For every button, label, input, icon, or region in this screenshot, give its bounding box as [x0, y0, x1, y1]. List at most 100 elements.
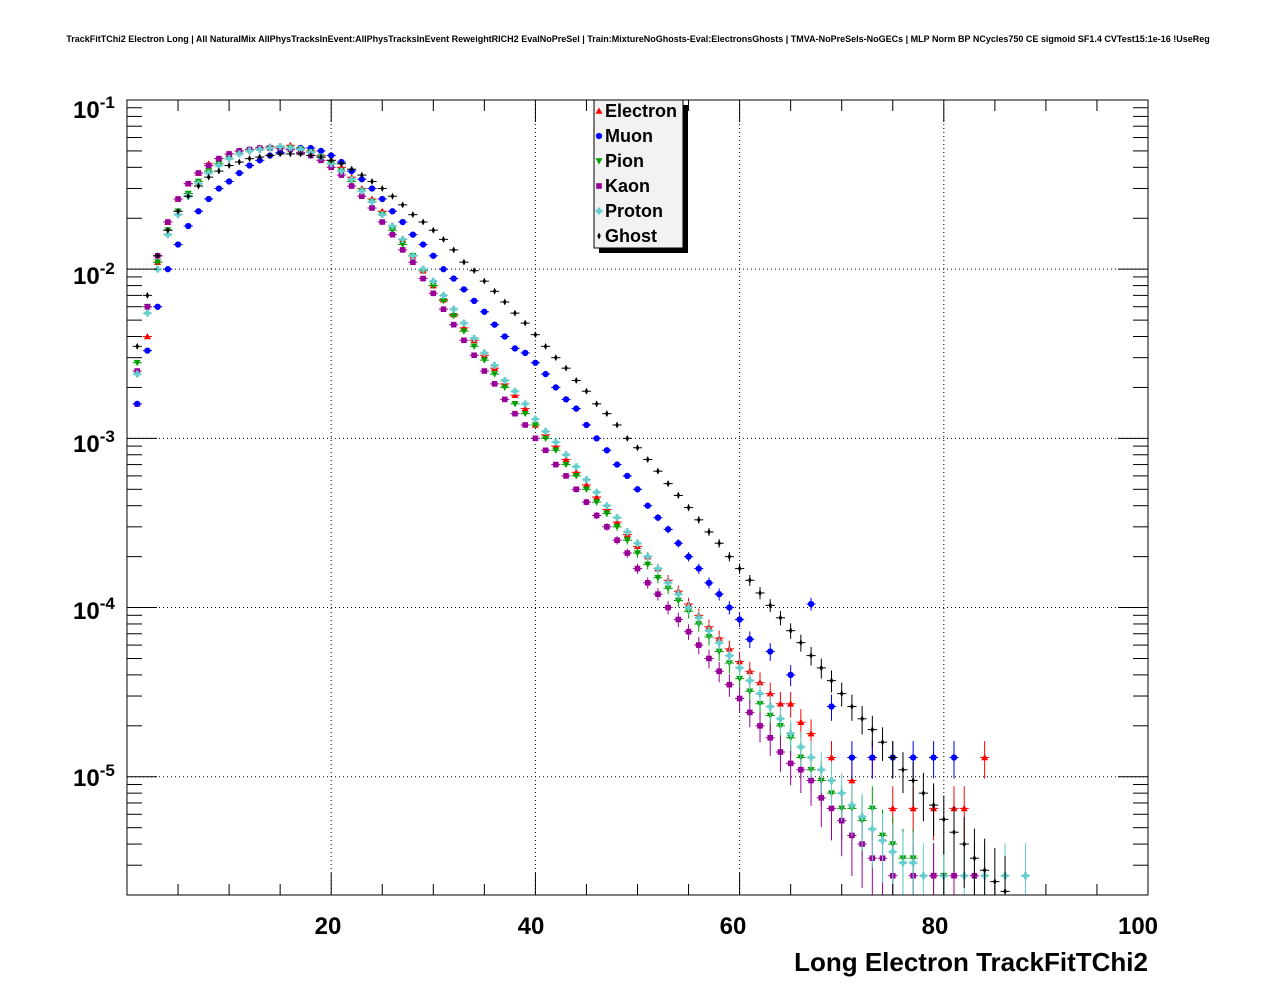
marker-star — [339, 160, 344, 168]
marker-triangle-down — [460, 328, 468, 335]
marker-square — [144, 303, 151, 310]
marker-star — [605, 410, 609, 418]
y-tick-base: 10 — [73, 598, 100, 625]
marker-circle — [613, 461, 621, 468]
marker-cross — [388, 222, 396, 230]
marker-cross — [256, 145, 264, 153]
marker-star — [462, 258, 466, 266]
x-tick-label: 80 — [922, 913, 949, 940]
marker-cross — [154, 265, 162, 273]
marker-circle — [828, 703, 835, 710]
marker-circle — [736, 616, 743, 623]
marker-triangle-up — [582, 481, 590, 488]
marker-star — [625, 434, 630, 442]
marker-square — [522, 422, 528, 428]
marker-cross — [1021, 872, 1029, 880]
marker-circle — [807, 600, 815, 608]
marker-star — [441, 235, 446, 243]
marker-circle — [195, 208, 202, 215]
x-tick-label: 20 — [315, 913, 342, 940]
marker-star — [737, 565, 742, 573]
marker-triangle-down — [133, 359, 141, 367]
legend-label: Electron — [605, 101, 677, 121]
marker-circle — [481, 308, 488, 315]
marker-square — [747, 709, 753, 716]
legend: Electron Muon Pion Kaon Proton Ghost — [593, 99, 688, 253]
marker-triangle-down — [552, 447, 560, 454]
marker-triangle-down — [388, 227, 396, 234]
axis-ticks — [127, 99, 1148, 896]
marker-cross — [440, 291, 448, 299]
marker-cross — [562, 451, 570, 459]
marker-circle — [236, 169, 243, 177]
marker-cross — [899, 859, 907, 867]
y-tick-base: 10 — [73, 431, 100, 458]
legend-label: Proton — [605, 201, 663, 221]
marker-triangle-down — [501, 384, 509, 391]
marker-star — [860, 715, 864, 723]
marker-cross — [450, 305, 458, 313]
marker-star — [543, 342, 548, 350]
marker-star — [360, 171, 364, 179]
marker-square — [604, 524, 610, 530]
marker-star — [329, 156, 333, 164]
marker-star — [309, 151, 313, 159]
marker-star — [196, 182, 201, 190]
marker-square — [951, 872, 957, 879]
marker-circle — [246, 162, 253, 169]
marker-triangle-down — [715, 648, 723, 655]
marker-triangle-down — [531, 422, 539, 429]
marker-circle — [583, 421, 590, 429]
marker-star — [166, 226, 170, 234]
y-tick-label: 10-3 — [73, 427, 115, 458]
marker-star — [217, 167, 221, 175]
marker-star — [370, 177, 374, 185]
marker-triangle-up — [889, 804, 897, 812]
marker-star — [942, 815, 946, 823]
marker-square — [389, 231, 396, 238]
marker-circle — [205, 195, 212, 203]
marker-circle — [450, 275, 457, 282]
marker-square — [379, 219, 386, 225]
marker-cross — [889, 848, 897, 856]
marker-square — [348, 183, 355, 189]
marker-circle — [603, 447, 611, 454]
chart-title: TrackFitTChi2 Electron Long | All Natura… — [66, 34, 1210, 44]
marker-star — [237, 158, 242, 166]
y-tick-label: 10-5 — [73, 761, 115, 792]
legend-entry-kaon: Kaon — [596, 176, 650, 196]
marker-circle — [154, 303, 161, 310]
marker-star — [891, 753, 895, 761]
marker-triangle-up — [511, 391, 519, 398]
marker-circle — [215, 185, 223, 192]
marker-cross — [378, 211, 386, 219]
marker-square — [808, 777, 814, 784]
marker-star — [513, 309, 517, 317]
marker-cross — [572, 463, 580, 471]
marker-square — [757, 723, 763, 729]
marker-star — [298, 150, 303, 158]
marker-square — [818, 795, 825, 801]
marker-triangle-up — [981, 753, 989, 761]
marker-circle — [726, 604, 733, 611]
marker-cross — [756, 690, 764, 698]
marker-cross — [664, 579, 672, 587]
marker-circle — [716, 591, 723, 598]
marker-square — [685, 628, 692, 635]
marker-square — [787, 760, 794, 767]
legend-entry-muon: Muon — [595, 126, 653, 146]
marker-star — [145, 291, 150, 299]
marker-star — [421, 218, 425, 226]
marker-square — [798, 766, 804, 773]
marker-circle — [368, 185, 376, 192]
marker-star — [901, 766, 905, 774]
marker-star — [993, 878, 997, 886]
marker-triangle-down — [613, 524, 621, 531]
marker-cross — [246, 147, 254, 155]
marker-cross — [399, 235, 407, 243]
marker-cross — [225, 155, 233, 163]
marker-circle — [164, 266, 171, 273]
marker-triangle-up — [143, 333, 151, 340]
marker-circle — [379, 195, 386, 203]
